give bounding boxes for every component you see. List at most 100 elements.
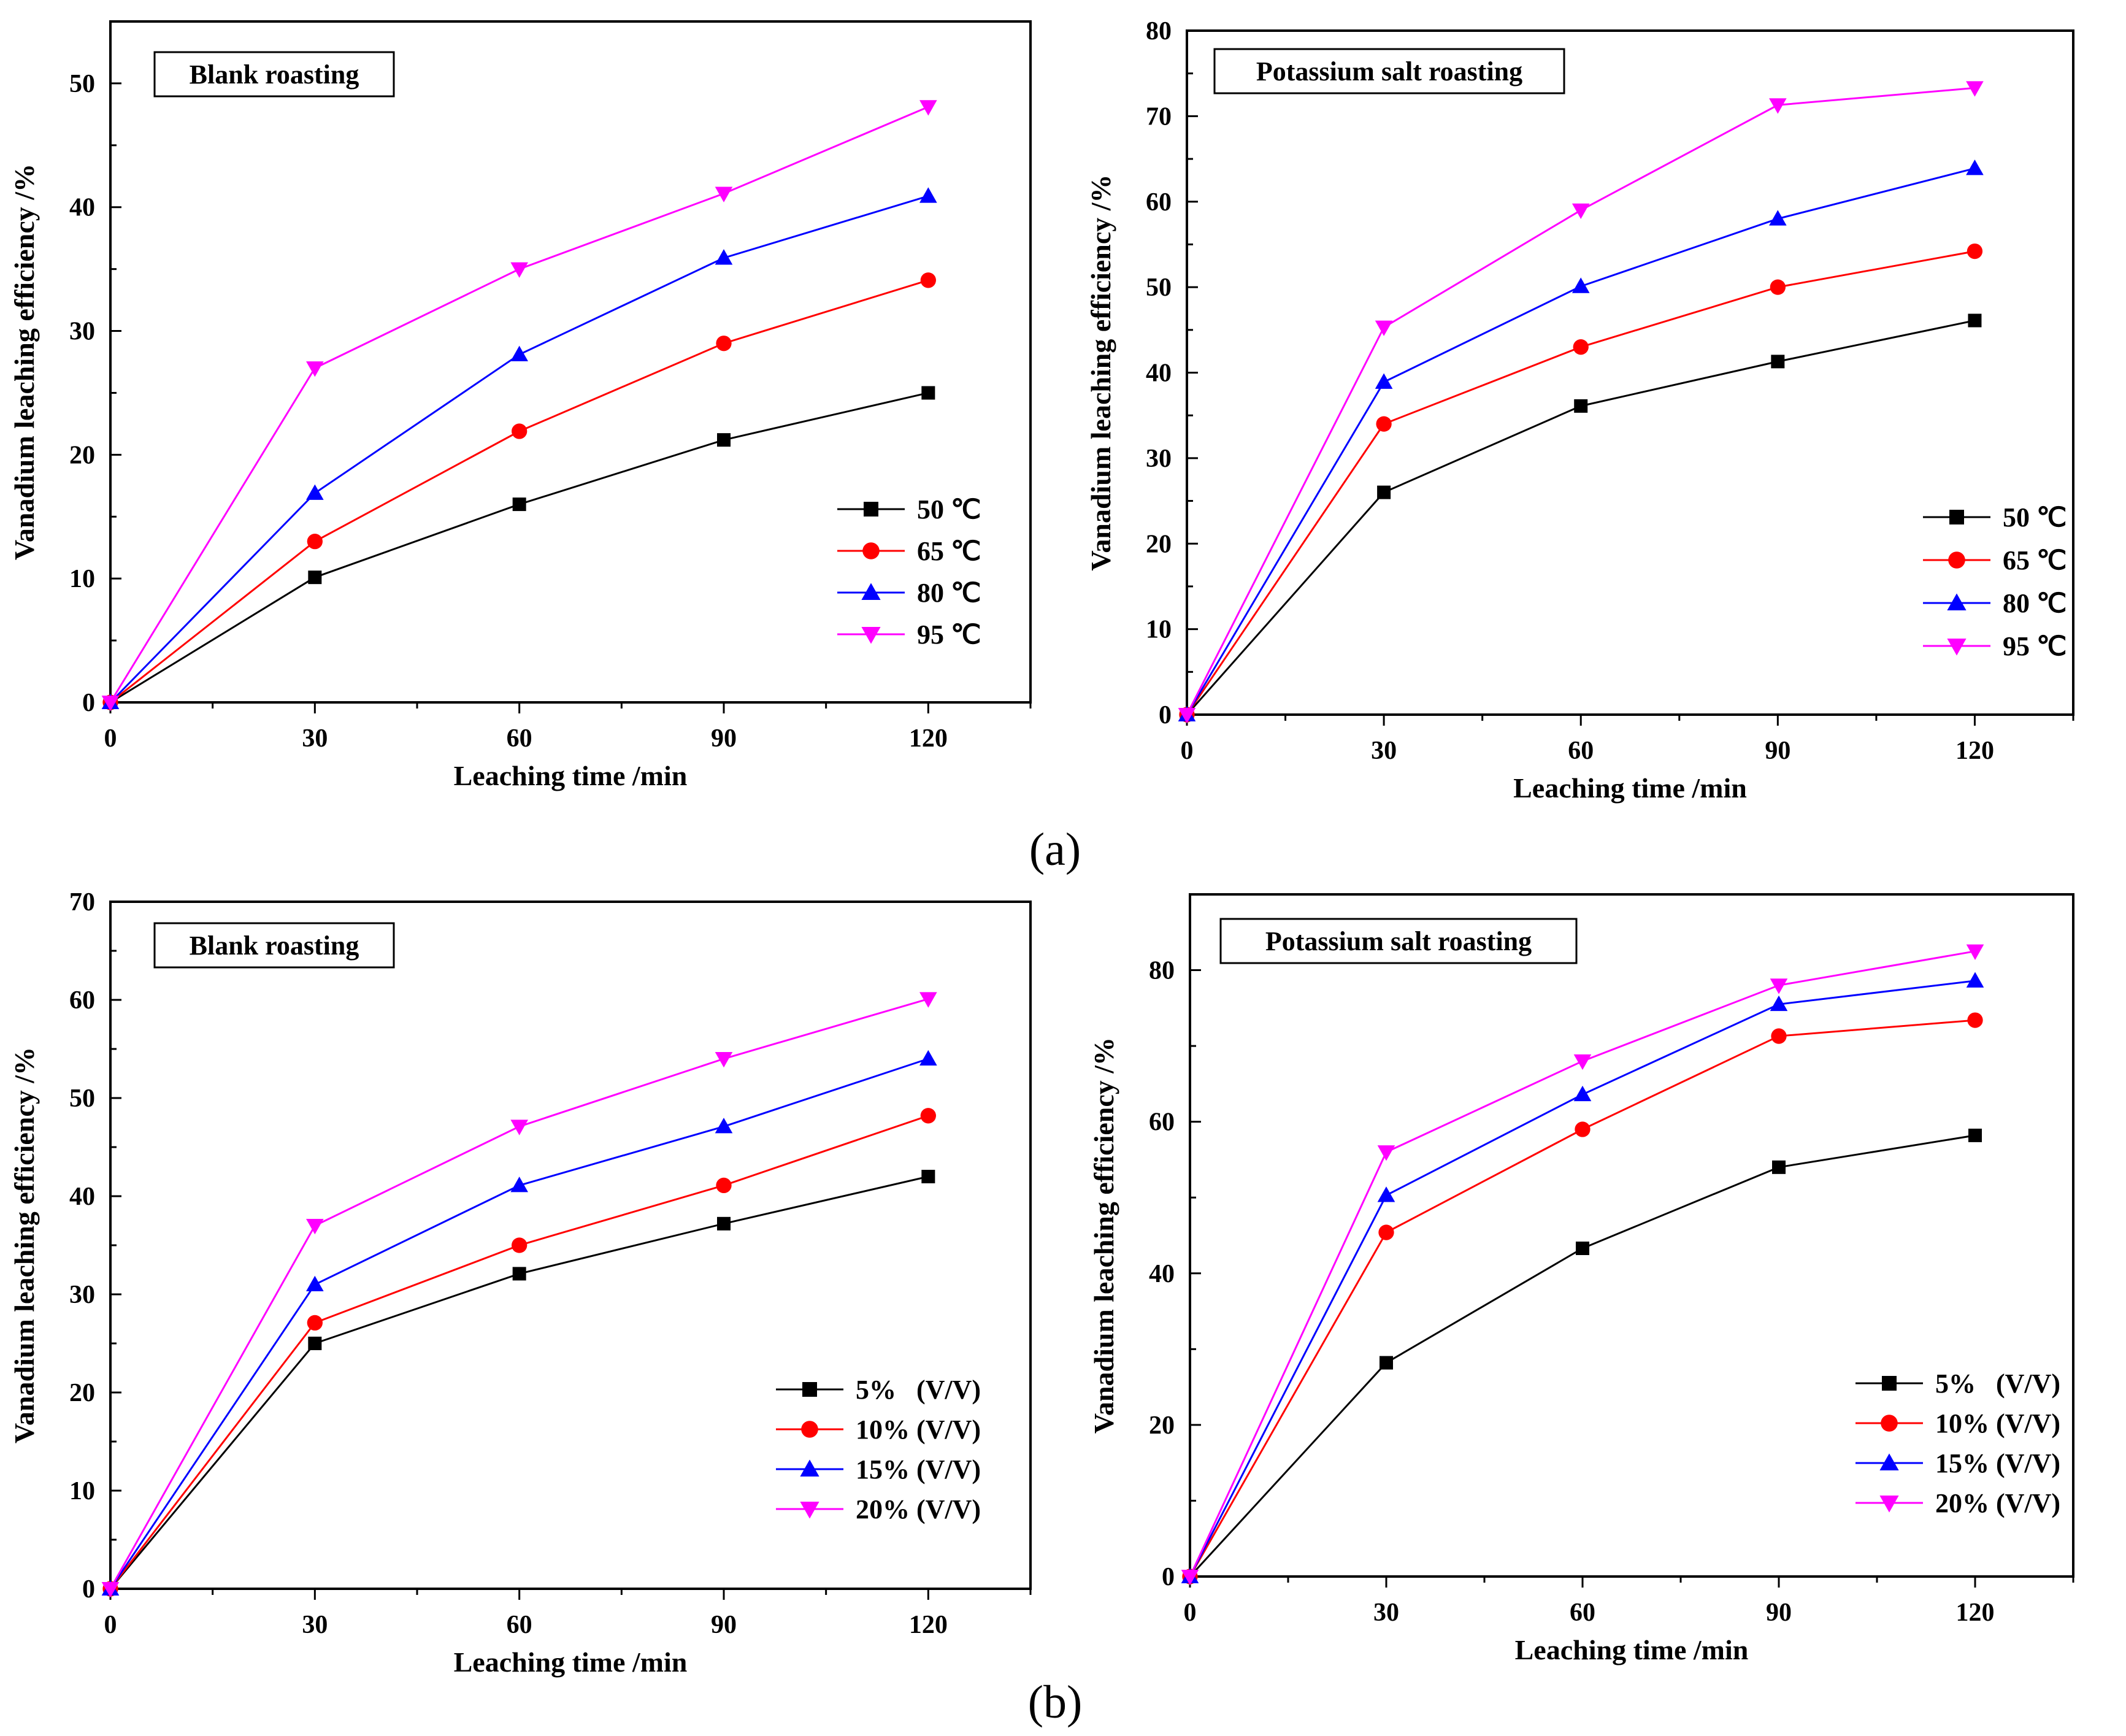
data-point [510,262,528,278]
y-tick-label: 80 [1146,17,1172,45]
y-tick-label: 30 [69,318,95,346]
chart-blank-roasting-concentration: 0 30 60 90 120 0 10 20 30 40 50 60 70 Leaching time /… [9,888,1032,1678]
x-tick-label: 0 [104,724,117,753]
data-point [1375,373,1393,389]
data-point [1377,1145,1395,1161]
chart-potassium-roasting-concentration: 0 30 60 90 120 0 20 40 60 80 Leaching time /min Van… [1088,893,2074,1665]
data-point [921,1170,935,1183]
data-point [1380,1356,1393,1370]
data-point [715,1052,733,1068]
data-point [1376,416,1392,432]
data-point [306,1275,324,1291]
x-tick-label: 30 [1371,737,1397,765]
legend-label: 10% (V/V) [1935,1408,2060,1438]
data-point [306,484,324,500]
y-tick-label: 10 [1146,616,1172,644]
series-line-1 [110,279,929,704]
x-tick-label: 120 [1956,1599,1995,1627]
data-point [1181,1570,1199,1586]
title-box [1219,918,1578,964]
data-point [1769,210,1787,226]
legend-marker [862,542,880,559]
series-line-3 [1189,950,1976,1577]
y-tick-label: 0 [1159,701,1172,729]
title-box [1213,48,1565,94]
data-point [1966,159,1984,175]
x-axis-title: Leaching time /min [1515,1634,1749,1665]
data-point [1377,485,1391,499]
data-point [1575,1121,1591,1137]
y-tick-label: 50 [69,1085,95,1113]
y-axis-title: Vanadium leaching efficiency /% [9,164,40,560]
data-point [1378,1224,1394,1240]
x-tick-label: 90 [711,724,737,753]
legend-label: 20% (V/V) [856,1494,981,1524]
y-tick-label: 40 [69,194,95,222]
x-tick-label: 0 [104,1611,117,1639]
chart-potassium-roasting-temperature: 0 30 60 90 120 0 10 20 30 40 50 60 70 80 Leaching time… [1085,17,2074,804]
data-point [1573,1054,1592,1070]
data-point [1574,399,1588,413]
data-point [715,186,733,202]
data-point [919,992,937,1008]
data-point [512,423,528,439]
data-point [1571,277,1590,293]
data-point [919,1050,937,1066]
data-point [308,570,322,585]
data-point [307,533,323,550]
legend-marker [861,583,881,600]
data-point [1772,1160,1786,1174]
data-point [1770,279,1786,295]
data-point [510,345,528,361]
x-tick-label: 120 [909,724,948,753]
legend-label: 80 ℃ [2003,588,2067,618]
legend-label: 20% (V/V) [1935,1488,2060,1518]
chart-title: Potassium salt roasting [1265,926,1532,956]
data-point [512,1267,526,1281]
data-point [101,696,120,712]
y-tick-label: 50 [1146,274,1172,302]
y-tick-label: 40 [1149,1260,1175,1288]
series-line-3 [109,106,929,703]
legend-marker [1949,510,1964,524]
legend-label: 65 ℃ [2003,545,2067,575]
plot-frame [1186,29,2074,716]
y-tick-label: 20 [69,441,95,469]
legend-marker [1948,551,1965,569]
chart-blank-roasting-temperature: 0 30 60 90 120 0 10 20 30 40 50 Leaching time /min V… [9,20,1032,791]
legend-label: 95 ℃ [2003,631,2067,661]
title-box [153,51,395,98]
legend-marker [800,1502,819,1519]
legend-label: 15% (V/V) [856,1454,981,1484]
data-point [510,1120,528,1135]
legend-label: 15% (V/V) [1935,1448,2060,1478]
x-tick-label: 30 [302,1611,328,1639]
data-point [512,1237,528,1253]
data-point [1770,978,1788,994]
y-tick-label: 0 [82,689,95,717]
x-tick-label: 90 [711,1611,737,1639]
data-point [1375,320,1393,336]
y-axis-title: Vanadium leaching efficiency /% [9,1047,40,1443]
data-point [1966,81,1984,97]
y-tick-label: 40 [1146,359,1172,388]
data-point [920,272,936,288]
data-point [1573,339,1589,355]
data-point [1573,1085,1592,1102]
x-tick-label: 60 [1568,737,1594,765]
data-point [1769,98,1787,114]
legend-marker [1881,1415,1898,1432]
data-point [306,1219,324,1235]
x-tick-label: 0 [1181,737,1194,765]
y-tick-label: 40 [69,1183,95,1211]
legend-label: 5% (V/V) [856,1375,981,1405]
legend-label: 10% (V/V) [856,1415,981,1445]
data-point [1771,355,1785,369]
legend-marker [800,1459,819,1477]
data-point [1771,1028,1787,1044]
y-tick-label: 80 [1149,957,1175,985]
data-point [1571,203,1590,219]
panel-label-b: (b) [1028,1676,1083,1728]
data-point [1968,1128,1982,1142]
legend-marker [864,502,878,517]
